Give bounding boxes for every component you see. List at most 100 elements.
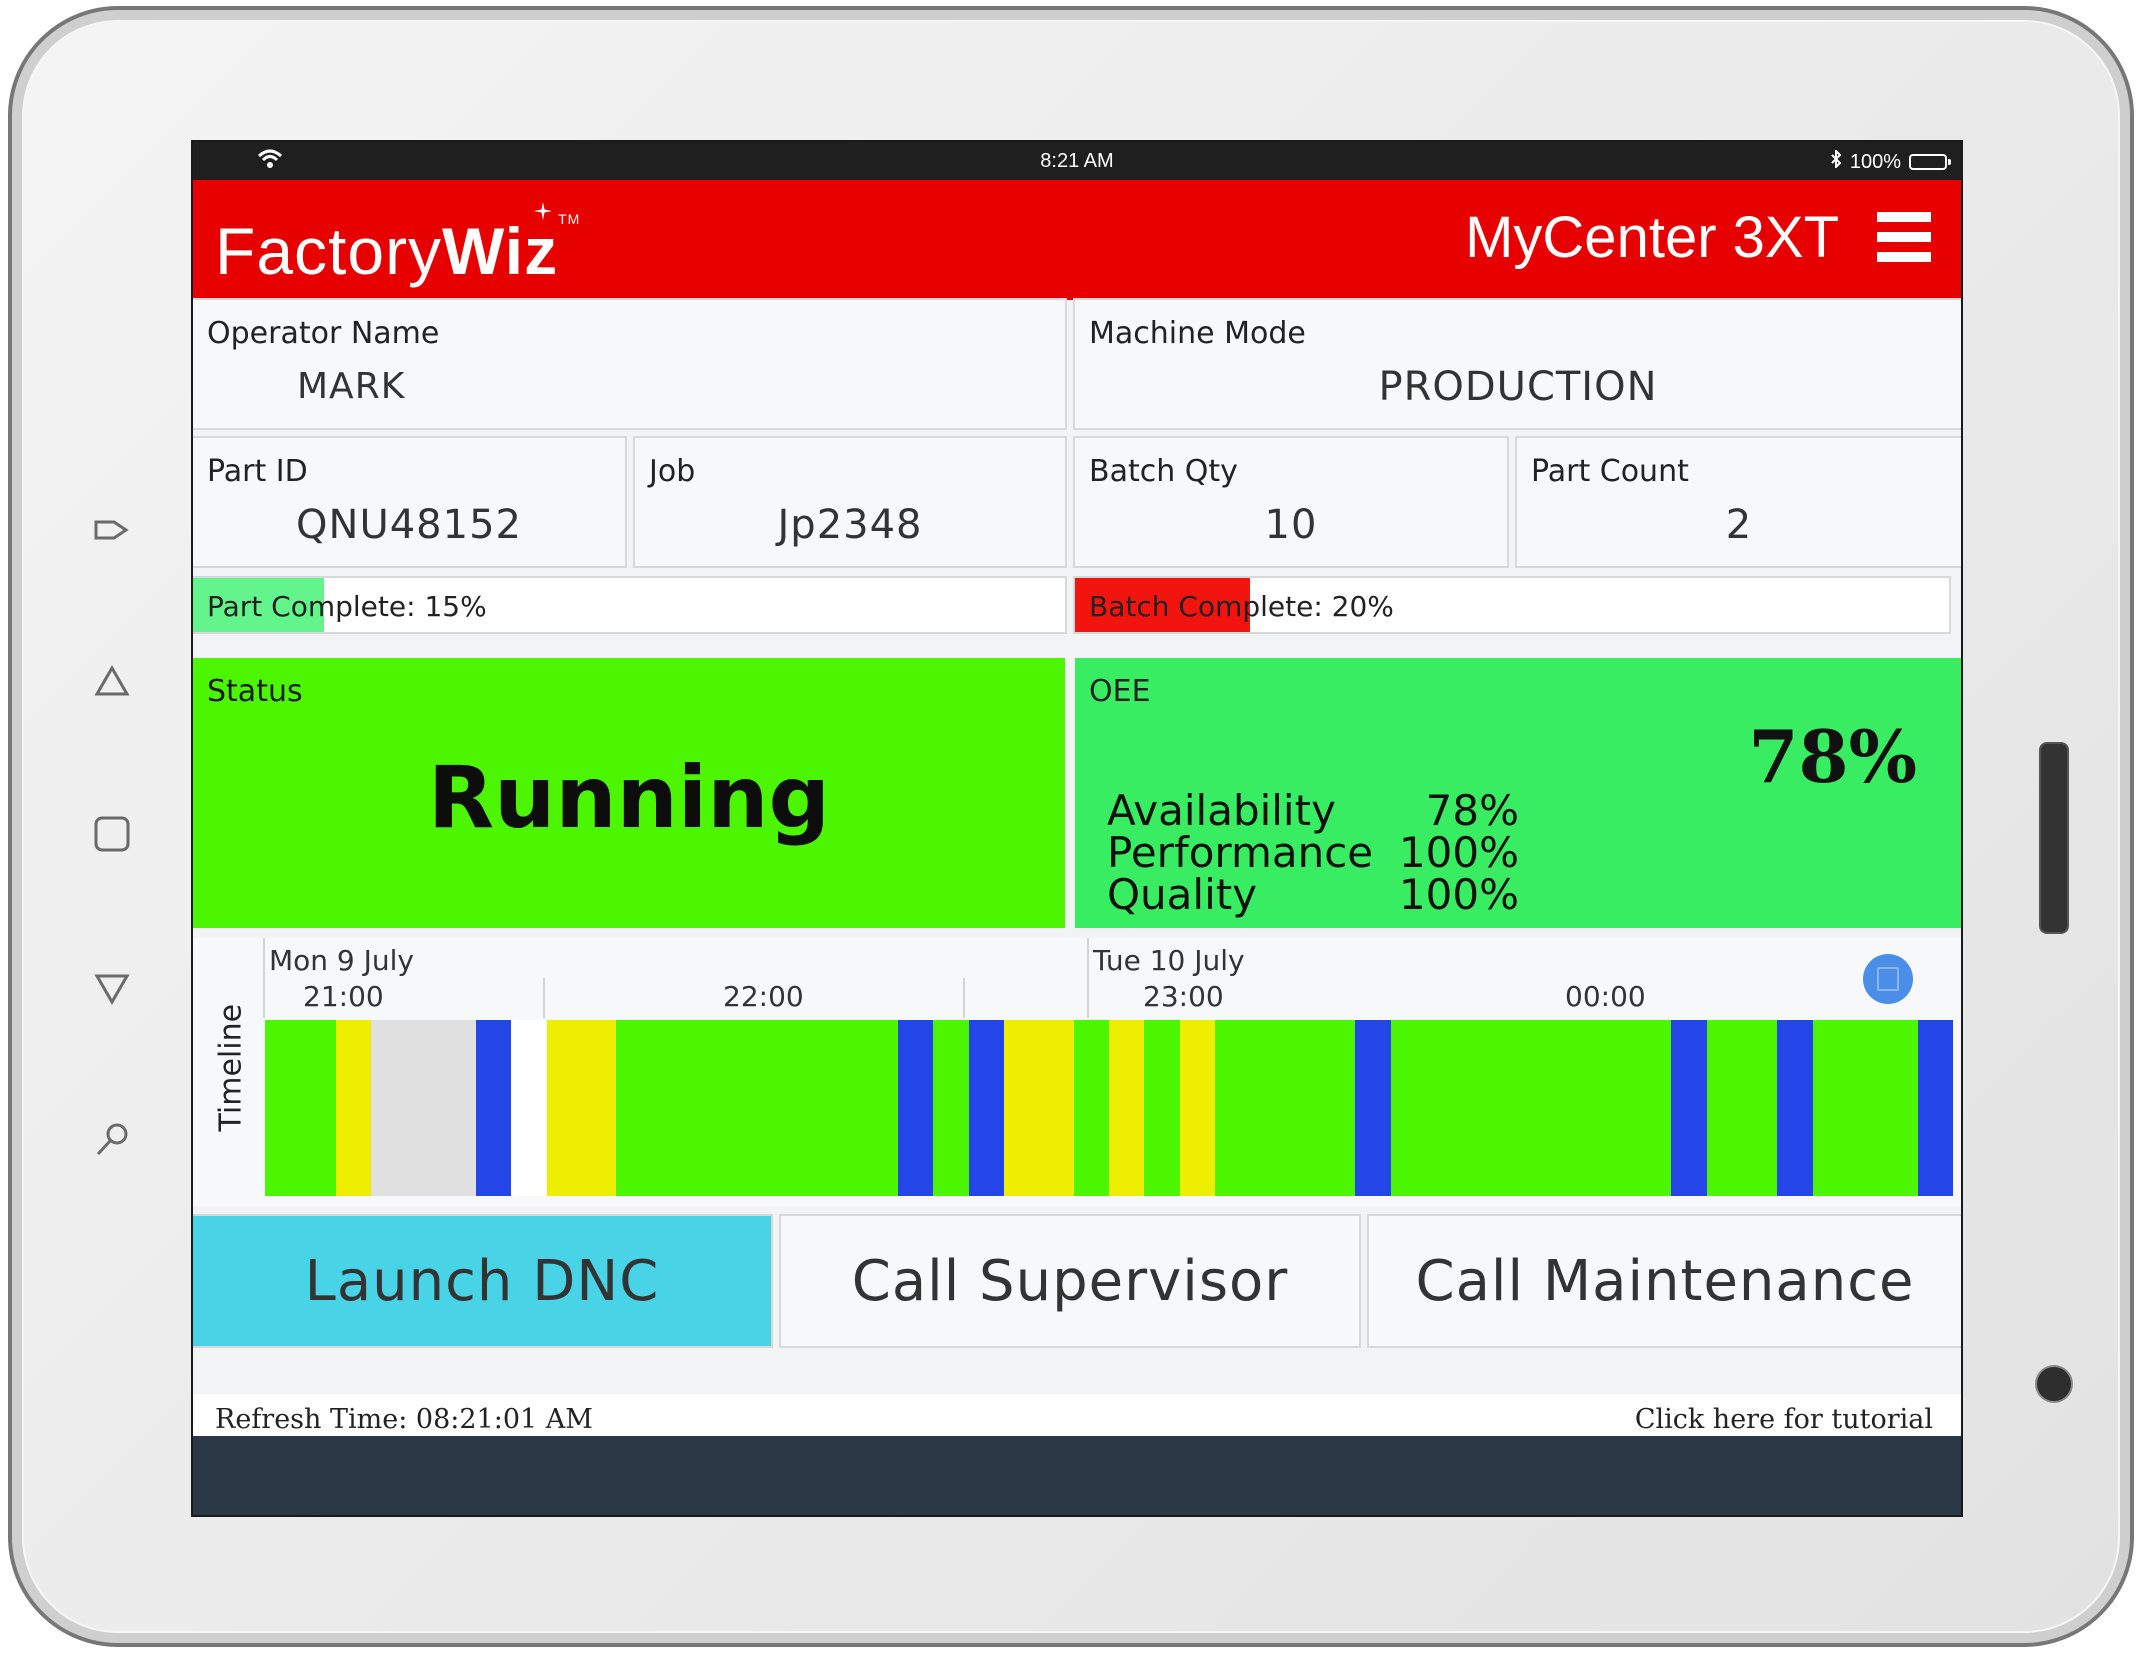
field-label: Batch Qty (1089, 454, 1238, 489)
field-label: Machine Mode (1089, 316, 1306, 351)
clock: 8:21 AM (1040, 150, 1114, 172)
timeline-segment-running (616, 1020, 898, 1196)
timeline-segment-setup (1355, 1020, 1391, 1196)
oee-panel: OEE 78% Availability 78% Performance 100… (1075, 658, 1961, 928)
status-label: Status (207, 674, 303, 709)
launch-dnc-button[interactable]: Launch DNC (193, 1216, 771, 1346)
job-value: Jp2348 (777, 502, 923, 548)
triangle-down-icon[interactable] (90, 966, 134, 1010)
timeline-segment-setup (968, 1020, 1005, 1196)
battery-icon (1909, 154, 1951, 170)
device-status-bar: 8:21 AM 100% (193, 142, 1961, 180)
timeline-segment-running (1812, 1020, 1918, 1196)
field-label: Part Count (1531, 454, 1689, 489)
speaker-grille (2039, 742, 2069, 934)
operator-name-field: Operator Name MARK (193, 300, 1065, 428)
hour-tick (543, 978, 545, 1018)
square-icon[interactable] (90, 812, 134, 856)
date-separator (263, 938, 265, 1018)
metric-value: 78% (1425, 786, 1519, 835)
battery-status: 100% (1830, 148, 1951, 174)
metric-name: Quality (1107, 870, 1258, 919)
oee-metric-performance: Performance 100% (1107, 832, 1519, 874)
part-count-value: 2 (1725, 502, 1753, 548)
timeline-segment-running (1390, 1020, 1672, 1196)
bottom-strip (193, 1436, 1961, 1515)
timeline-segment-no-data (371, 1020, 476, 1196)
timeline-label: Timeline (207, 1004, 249, 1132)
timeline-axis: Mon 9 July Tue 10 July 21:00 22:00 23:00… (263, 938, 1961, 1018)
timeline-segment-setup (1777, 1020, 1813, 1196)
factorywiz-logo: FactoryWizTM (215, 212, 580, 284)
status-value: Running (427, 748, 831, 848)
timeline-segment-running (1215, 1020, 1356, 1196)
timeline-segment-setup (898, 1020, 934, 1196)
app-header: FactoryWizTM MyCenter 3XT (193, 180, 1961, 300)
timeline-segment-setup (476, 1020, 512, 1196)
operator-name-value: MARK (297, 366, 406, 407)
sparkle-icon (534, 202, 552, 220)
timeline-label-text: Timeline (213, 1003, 249, 1132)
logo-text-bold: Wiz (442, 214, 559, 288)
exit-icon[interactable] (90, 508, 134, 552)
oee-value: 78% (1748, 714, 1917, 799)
search-icon[interactable] (90, 1118, 134, 1162)
timeline-segment-off (511, 1020, 547, 1196)
call-supervisor-button[interactable]: Call Supervisor (781, 1216, 1359, 1346)
job-field: Job Jp2348 (635, 438, 1065, 566)
expand-icon (1877, 967, 1899, 991)
triangle-up-icon[interactable] (90, 660, 134, 704)
batch-qty-value: 10 (1264, 502, 1318, 548)
hamburger-menu-icon[interactable] (1877, 212, 1931, 262)
timeline-hour: 21:00 (303, 980, 384, 1013)
timeline-segment-running (265, 1020, 336, 1196)
timeline-date: Mon 9 July (269, 944, 415, 977)
dashboard: Operator Name MARK Machine Mode PRODUCTI… (193, 300, 1961, 1515)
machine-mode-value: PRODUCTION (1378, 364, 1658, 410)
metric-value: 100% (1398, 828, 1519, 877)
timeline-panel: Timeline Mon 9 July Tue 10 July 21:00 22… (193, 938, 1961, 1206)
metric-name: Performance (1107, 828, 1374, 877)
batch-qty-field: Batch Qty 10 (1075, 438, 1507, 566)
field-label: Operator Name (207, 316, 440, 351)
timeline-hour: 22:00 (723, 980, 804, 1013)
progress-fill (193, 578, 324, 632)
timeline-segment-idle (1004, 1020, 1074, 1196)
metric-value: 100% (1398, 870, 1519, 919)
timeline-segment-setup (1671, 1020, 1707, 1196)
refresh-time: Refresh Time: 08:21:01 AM (215, 1404, 593, 1435)
hour-tick (963, 978, 965, 1018)
part-id-field: Part ID QNU48152 (193, 438, 625, 566)
timeline-segment-running (933, 1020, 969, 1196)
oee-metric-availability: Availability 78% (1107, 790, 1519, 832)
batch-complete-progress: Batch Complete: 20% (1075, 578, 1949, 632)
timeline-segment-running (1144, 1020, 1180, 1196)
footer: Refresh Time: 08:21:01 AM Click here for… (193, 1394, 1961, 1436)
metric-name: Availability (1107, 786, 1336, 835)
call-maintenance-button[interactable]: Call Maintenance (1369, 1216, 1961, 1346)
timeline-segment-idle (1109, 1020, 1145, 1196)
timeline-bars (265, 1020, 1953, 1196)
logo-text-plain: Factory (215, 214, 443, 288)
field-label: Part ID (207, 454, 308, 489)
part-complete-progress: Part Complete: 15% (193, 578, 1065, 632)
hardware-button[interactable] (2037, 1367, 2071, 1401)
timeline-segment-running (1073, 1020, 1109, 1196)
oee-label: OEE (1089, 674, 1151, 709)
timeline-segment-setup (1917, 1020, 1953, 1196)
part-id-value: QNU48152 (296, 502, 522, 548)
timeline-hour: 23:00 (1143, 980, 1224, 1013)
progress-label: Part Complete: 15% (207, 590, 487, 623)
field-label: Job (649, 454, 696, 489)
battery-percent: 100% (1849, 150, 1901, 173)
bluetooth-icon (1830, 148, 1842, 174)
machine-name: MyCenter 3XT (1465, 205, 1839, 270)
timeline-segment-running (1706, 1020, 1778, 1196)
timeline-expand-button[interactable] (1863, 954, 1913, 1004)
status-panel: Status Running (193, 658, 1065, 928)
timeline-date: Tue 10 July (1093, 944, 1245, 977)
logo-trademark: TM (558, 211, 581, 227)
tutorial-link[interactable]: Click here for tutorial (1634, 1404, 1933, 1435)
wifi-icon (257, 149, 283, 168)
machine-mode-field: Machine Mode PRODUCTION (1075, 300, 1961, 428)
